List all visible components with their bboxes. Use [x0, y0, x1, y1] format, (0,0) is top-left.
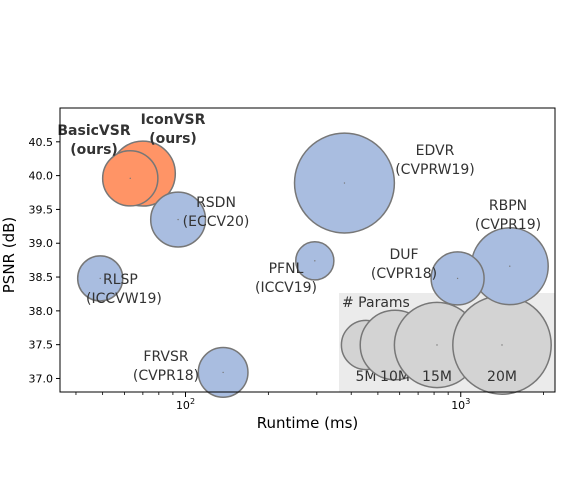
bubble-center	[129, 177, 131, 180]
data-label: RLSP	[103, 272, 138, 288]
bubble-center	[99, 277, 101, 280]
bubble-layer	[76, 132, 549, 398]
x-tick-base: 10	[176, 399, 190, 412]
legend-title: # Params	[342, 295, 410, 311]
data-label: IconVSR	[141, 112, 206, 128]
plot-frame	[59, 107, 556, 393]
y-tick-label: 40.0	[29, 170, 54, 183]
legend-label: 5M	[356, 369, 377, 385]
legend: # Params 5M 10M 15M 20M	[339, 293, 555, 395]
data-label: FRVSR	[143, 349, 188, 365]
label-layer: BasicVSR (ours) IconVSR (ours) RSDN (ECCV20) E…	[57, 112, 541, 384]
data-label: (ours)	[149, 131, 197, 147]
bubble-center	[456, 277, 459, 280]
bubble-center	[222, 371, 224, 374]
x-tick-label: 103	[451, 397, 470, 412]
data-label: BasicVSR	[57, 123, 130, 139]
legend-bubble-center	[501, 344, 503, 346]
x-tick-label: 102	[176, 397, 195, 412]
data-label: RSDN	[196, 195, 236, 211]
data-label: (CVPRW19)	[395, 162, 475, 178]
data-label: DUF	[389, 247, 418, 263]
x-tick-exponent: 3	[465, 397, 470, 406]
bubble-center	[509, 265, 511, 267]
y-tick-label: 40.5	[29, 136, 54, 149]
y-axis-title: PSNR (dB)	[0, 217, 18, 294]
y-tick-label: 38.0	[29, 305, 54, 318]
data-label: (CVPR18)	[133, 368, 199, 384]
x-axis-title: Runtime (ms)	[257, 414, 359, 432]
legend-label: 15M	[422, 369, 452, 385]
legend-label: 10M	[380, 369, 410, 385]
x-tick-base: 10	[451, 399, 465, 412]
legend-label: 20M	[487, 369, 517, 385]
y-tick-label: 37.0	[29, 372, 54, 385]
data-label: (ICCV19)	[255, 280, 317, 296]
data-label: (ICCVW19)	[86, 291, 162, 307]
data-label: (CVPR19)	[475, 217, 541, 233]
data-label: (ours)	[70, 142, 118, 158]
data-label: (CVPR18)	[371, 266, 437, 282]
bubble-center	[177, 218, 179, 221]
y-tick-label: 37.5	[29, 339, 54, 352]
y-tick-label: 39.0	[29, 237, 54, 250]
y-tick-label: 39.5	[29, 203, 54, 216]
y-tick-label: 38.5	[29, 271, 54, 284]
bubble-center	[314, 260, 316, 262]
x-tick-exponent: 2	[190, 397, 195, 406]
data-label: RBPN	[489, 198, 527, 214]
bubble-center	[343, 182, 346, 184]
data-label: (ECCV20)	[183, 214, 250, 230]
data-label: EDVR	[416, 143, 455, 159]
legend-bubble-center	[436, 344, 438, 346]
data-label: PFNL	[269, 261, 304, 277]
